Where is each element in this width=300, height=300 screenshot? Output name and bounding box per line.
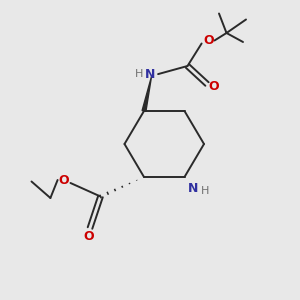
Text: O: O xyxy=(83,230,94,243)
Text: O: O xyxy=(208,80,219,93)
Text: H: H xyxy=(135,69,143,79)
Text: O: O xyxy=(58,173,69,187)
Text: N: N xyxy=(145,68,155,81)
Text: H: H xyxy=(201,185,209,196)
Polygon shape xyxy=(142,76,152,111)
Text: O: O xyxy=(203,34,214,47)
Text: N: N xyxy=(188,182,199,195)
